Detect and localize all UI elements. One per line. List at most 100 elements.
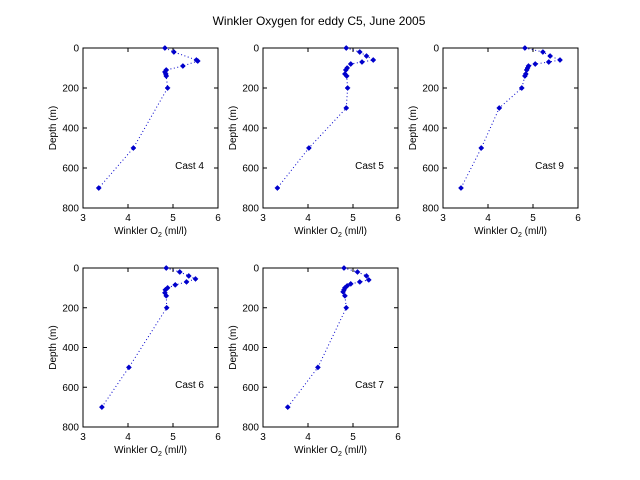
data-point — [170, 49, 177, 55]
y-tick-label: 200 — [422, 84, 439, 95]
y-tick-label: 600 — [422, 164, 439, 175]
y-tick-label: 0 — [433, 44, 439, 55]
y-tick-label: 400 — [422, 124, 439, 135]
data-point — [496, 105, 503, 111]
subplot-3: 3 4 5 6 0 200 400 600 800 Winkler O2 (ml/l) Depth … — [408, 44, 581, 240]
data-point — [164, 85, 171, 91]
data-point — [521, 45, 528, 51]
y-tick-label: 600 — [62, 383, 79, 394]
data-point — [365, 276, 372, 283]
y-tick-label: 200 — [62, 84, 79, 95]
y-tick-label: 600 — [62, 164, 79, 175]
subplot-1: 3 4 5 6 0 200 400 600 800 Winkler O2 (ml/l) Depth … — [48, 44, 221, 240]
data-point — [163, 265, 170, 271]
y-tick-label: 400 — [62, 124, 79, 135]
data-point — [545, 59, 552, 65]
x-tick-label: 5 — [350, 213, 356, 224]
x-tick-label: 4 — [485, 213, 491, 224]
y-axis-label: Depth (m) — [228, 106, 239, 150]
x-axis-label-subscript: 2 — [158, 232, 162, 239]
data-point — [163, 73, 170, 79]
x-tick-label: 6 — [215, 432, 221, 443]
x-axis-label-subscript: 2 — [338, 232, 342, 239]
data-point — [185, 272, 192, 279]
x-axis-label-unit: (ml/l) — [522, 226, 547, 237]
data-point — [363, 272, 370, 279]
x-tick-label: 5 — [350, 432, 356, 443]
profile-line — [98, 47, 199, 189]
y-tick-label: 200 — [242, 303, 259, 314]
data-point — [347, 280, 354, 287]
y-tick-label: 0 — [73, 44, 79, 55]
data-point — [284, 404, 291, 411]
y-axis-label: Depth (m) — [408, 106, 419, 150]
data-point — [344, 85, 351, 91]
data-point — [356, 278, 363, 285]
data-point — [347, 61, 354, 67]
cast-annotation: Cast 5 — [355, 161, 384, 172]
y-tick-label: 0 — [253, 44, 259, 55]
data-point — [340, 288, 347, 295]
data-point — [343, 105, 350, 111]
profile-line — [460, 47, 562, 189]
y-tick-label: 200 — [242, 84, 259, 95]
y-tick-label: 0 — [73, 264, 79, 275]
data-point — [95, 185, 102, 191]
x-axis-label-main: Winkler O — [474, 226, 518, 237]
subplot-2: 3 4 5 6 0 200 400 600 800 Winkler O2 (ml/l) Depth … — [228, 44, 401, 240]
x-axis-label: Winkler O2 (ml/l) — [294, 226, 367, 239]
x-tick-label: 6 — [575, 213, 581, 224]
data-point — [172, 281, 179, 288]
y-tick-label: 800 — [242, 423, 259, 434]
x-tick-label: 6 — [215, 213, 221, 224]
subplot-4: 3 4 5 6 0 200 400 600 800 Winkler O2 (ml/l) Depth … — [48, 264, 221, 459]
x-tick-label: 5 — [170, 213, 176, 224]
y-tick-label: 0 — [253, 264, 259, 275]
x-axis-label-main: Winkler O — [114, 445, 158, 456]
data-point — [557, 57, 563, 63]
x-tick-label: 6 — [395, 432, 401, 443]
data-point — [521, 73, 528, 79]
x-axis-label-subscript: 2 — [158, 451, 162, 458]
x-axis-label: Winkler O2 (ml/l) — [114, 445, 187, 458]
data-point — [163, 292, 170, 299]
data-point — [458, 185, 464, 191]
x-axis-label-subscript: 2 — [518, 232, 522, 239]
data-point — [125, 364, 132, 371]
y-tick-label: 400 — [242, 124, 259, 135]
data-point — [343, 45, 350, 51]
data-point — [183, 278, 190, 285]
data-point — [532, 61, 539, 67]
data-point — [179, 63, 186, 69]
data-point — [343, 73, 350, 79]
x-tick-label: 3 — [80, 432, 86, 443]
data-point — [518, 85, 525, 91]
cast-annotation: Cast 6 — [175, 380, 204, 391]
data-point — [359, 59, 365, 65]
data-point — [274, 185, 281, 191]
y-tick-label: 400 — [242, 343, 259, 354]
x-axis-label-unit: (ml/l) — [162, 226, 187, 237]
y-tick-label: 200 — [62, 303, 79, 314]
x-axis-label-main: Winkler O — [294, 226, 338, 237]
data-point — [192, 275, 199, 282]
data-point — [194, 58, 201, 64]
cast-annotation: Cast 4 — [175, 161, 204, 172]
data-point — [547, 53, 554, 59]
cast-annotation: Cast 7 — [355, 380, 384, 391]
y-tick-label: 800 — [422, 204, 439, 215]
x-axis-label: Winkler O2 (ml/l) — [474, 226, 547, 239]
x-tick-label: 4 — [125, 213, 131, 224]
data-point — [305, 145, 312, 151]
data-point — [343, 304, 350, 311]
data-point — [161, 45, 168, 51]
y-axis-label: Depth (m) — [48, 325, 59, 369]
x-tick-label: 3 — [260, 213, 266, 224]
x-axis-label-unit: (ml/l) — [342, 445, 367, 456]
x-tick-label: 5 — [530, 213, 536, 224]
x-axis-label: Winkler O2 (ml/l) — [114, 226, 187, 239]
subplot-5: 3 4 5 6 0 200 400 600 800 Winkler O2 (ml/l) Depth … — [228, 264, 401, 459]
x-tick-label: 4 — [305, 432, 311, 443]
